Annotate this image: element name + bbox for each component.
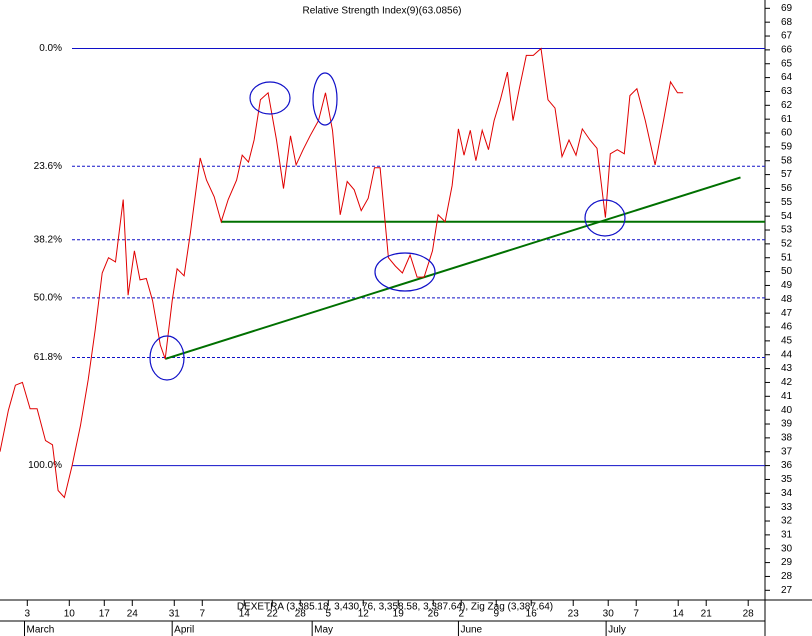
x-tick-label: 31 (169, 609, 181, 620)
y-tick-label: 45 (781, 336, 793, 347)
lines (0, 47, 765, 499)
y-tick-label: 63 (781, 86, 793, 97)
chart-title: Relative Strength Index(9)(63.0856) (303, 6, 462, 17)
axes: 2728293031323334353637383940414243444546… (23, 3, 793, 636)
y-tick-label: 47 (781, 308, 793, 319)
fib-label: 0.0% (39, 43, 62, 54)
y-tick-label: 58 (781, 155, 793, 166)
y-tick-label: 67 (781, 31, 793, 42)
x-tick-label: 10 (64, 609, 76, 620)
y-tick-label: 36 (781, 460, 793, 471)
y-tick-label: 27 (781, 585, 793, 596)
y-tick-label: 50 (781, 266, 793, 277)
month-label: April (174, 625, 194, 636)
fib-label: 61.8% (34, 352, 62, 363)
y-tick-label: 34 (781, 488, 793, 499)
y-tick-label: 66 (781, 45, 793, 56)
fib-levels: 0.0% 23.6% 38.2% 50.0% 61.8% 100.0% (28, 43, 765, 471)
y-tick-label: 52 (781, 239, 793, 250)
x-tick-label: 19 (393, 609, 405, 620)
x-tick-label: 7 (633, 609, 639, 620)
y-tick-label: 61 (781, 114, 793, 125)
x-tick-label: 16 (526, 609, 538, 620)
y-tick-label: 65 (781, 58, 793, 69)
highlight-circle (312, 72, 338, 126)
trend-line (164, 176, 741, 360)
y-tick-label: 33 (781, 502, 793, 513)
y-tick-label: 56 (781, 183, 793, 194)
footer-label: DEXETRA (3,385.18, 3,430.76, 3,358.58, 3… (237, 602, 553, 613)
rsi-line (0, 47, 684, 499)
y-tick-label: 55 (781, 197, 793, 208)
x-tick-label: 28 (295, 609, 307, 620)
x-tick-label: 14 (673, 609, 685, 620)
y-tick-label: 35 (781, 474, 793, 485)
y-tick-label: 53 (781, 225, 793, 236)
y-tick-label: 37 (781, 446, 793, 457)
y-tick-label: 40 (781, 405, 793, 416)
y-tick-label: 68 (781, 17, 793, 28)
y-tick-label: 41 (781, 391, 793, 402)
y-tick-label: 64 (781, 72, 793, 83)
y-tick-label: 32 (781, 516, 793, 527)
y-tick-label: 31 (781, 530, 793, 541)
y-tick-label: 39 (781, 419, 793, 430)
x-tick-label: 28 (743, 609, 755, 620)
fib-label: 50.0% (34, 293, 62, 304)
x-tick-label: 30 (603, 609, 615, 620)
y-tick-label: 44 (781, 349, 793, 360)
month-label: March (26, 625, 54, 636)
x-tick-label: 2 (458, 609, 464, 620)
y-tick-label: 54 (781, 211, 793, 222)
month-label: June (460, 625, 482, 636)
highlight-circle (374, 252, 436, 292)
y-tick-label: 42 (781, 377, 793, 388)
x-tick-label: 17 (99, 609, 111, 620)
fib-label: 38.2% (34, 234, 62, 245)
y-tick-label: 62 (781, 100, 793, 111)
highlight-circle (149, 335, 185, 381)
highlight-circle (584, 199, 626, 237)
highlight-circles (149, 72, 626, 381)
x-tick-label: 24 (127, 609, 139, 620)
y-tick-label: 43 (781, 363, 793, 374)
y-tick-label: 59 (781, 142, 793, 153)
x-tick-label: 26 (428, 609, 440, 620)
y-tick-label: 49 (781, 280, 793, 291)
y-tick-label: 38 (781, 433, 793, 444)
fib-label: 23.6% (34, 161, 62, 172)
y-tick-label: 57 (781, 169, 793, 180)
x-tick-label: 7 (199, 609, 205, 620)
y-tick-label: 29 (781, 557, 793, 568)
highlight-circle (249, 81, 291, 115)
y-tick-label: 48 (781, 294, 793, 305)
y-tick-label: 46 (781, 322, 793, 333)
x-tick-label: 3 (25, 609, 31, 620)
y-tick-label: 51 (781, 252, 793, 263)
fib-label: 100.0% (28, 460, 62, 471)
x-tick-label: 23 (568, 609, 580, 620)
x-tick-label: 5 (325, 609, 331, 620)
x-tick-label: 9 (493, 609, 499, 620)
x-tick-label: 22 (267, 609, 279, 620)
x-tick-label: 14 (239, 609, 251, 620)
month-label: May (314, 625, 333, 636)
y-tick-label: 28 (781, 571, 793, 582)
y-tick-label: 30 (781, 543, 793, 554)
y-tick-label: 69 (781, 3, 793, 14)
x-tick-label: 12 (358, 609, 370, 620)
month-label: July (608, 625, 626, 636)
y-tick-label: 60 (781, 128, 793, 139)
x-tick-label: 21 (701, 609, 713, 620)
